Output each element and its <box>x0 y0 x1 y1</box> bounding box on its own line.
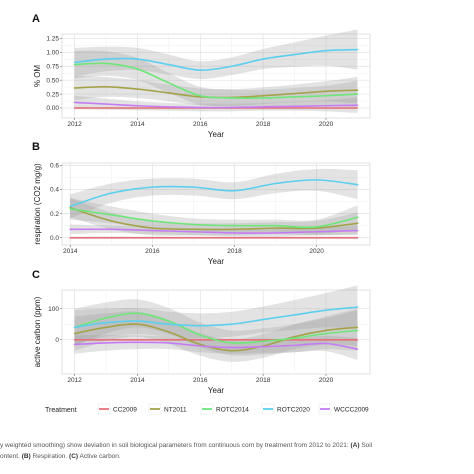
series-line-rotc2020 <box>73 48 359 71</box>
legend-item-rotc2014: ROTC2014 <box>200 403 249 415</box>
legend-label: ROTC2014 <box>216 407 249 414</box>
x-tick-label: 2020 <box>319 121 334 128</box>
legend: Treatment CC2009 NT2011 ROTC2014 ROTC2020 WC… <box>45 403 369 415</box>
caption-label-b: (B) <box>21 453 31 460</box>
legend-item-wccc2009: WCCC2009 <box>318 403 369 415</box>
confidence-band-rotc2020 <box>74 29 358 80</box>
panel-a-plot: 2012 2014 2016 2018 2020 0.00 0.25 0.50 0.75 1.00… <box>33 29 371 139</box>
x-tick-label: 2016 <box>193 377 208 384</box>
confidence-band-rotc2020 <box>70 168 358 219</box>
y-tick-label: 0.75 <box>46 63 59 70</box>
y-tick-label: 0.2 <box>50 211 59 218</box>
confidence-band-nt2011 <box>74 75 358 106</box>
panel-c-plot: 2012 2014 2016 2018 2020 0 100 Year active carbo… <box>33 285 371 395</box>
y-tick-label: 100 <box>48 306 59 313</box>
x-tick-label: 2014 <box>130 377 145 384</box>
caption-text: Respiration. <box>32 453 68 460</box>
legend-item-cc2009: CC2009 <box>97 403 137 415</box>
x-tick-label: 2014 <box>63 248 78 255</box>
series-line-rotc2014 <box>73 62 359 99</box>
series-line-wccc2009 <box>69 228 359 234</box>
legend-label: NT2011 <box>164 407 187 414</box>
caption-text: ontent. <box>0 453 20 460</box>
x-axis-title: Year <box>208 386 225 395</box>
x-tick-label: 2014 <box>130 121 145 128</box>
panel-letter-a: A <box>32 13 40 25</box>
legend-item-rotc2020: ROTC2020 <box>261 403 310 415</box>
series-line-rotc2020 <box>69 179 359 208</box>
y-tick-label: 0.50 <box>46 77 59 84</box>
caption-text: y weighted smoothing) show deviation in … <box>0 442 349 449</box>
y-tick-label: 0.25 <box>46 91 59 98</box>
y-tick-label: 0 <box>55 337 59 344</box>
x-tick-label: 2016 <box>145 248 160 255</box>
x-tick-label: 2012 <box>67 121 82 128</box>
panel-letter-c: C <box>32 269 40 281</box>
confidence-band-rotc2014 <box>74 50 358 108</box>
x-tick-label: 2020 <box>319 377 334 384</box>
caption-label-a: (A) <box>350 442 360 449</box>
series-line-wccc2009 <box>73 341 359 350</box>
y-axis-title: respiration (CO2 mg/g) <box>33 163 42 245</box>
x-tick-label: 2018 <box>256 377 271 384</box>
legend-label: CC2009 <box>113 407 137 414</box>
y-tick-label: 0.6 <box>50 163 59 170</box>
figure-caption-line-1: y weighted smoothing) show deviation in … <box>0 442 474 449</box>
legend-title: Treatment <box>45 407 77 414</box>
confidence-band-rotc2020 <box>74 285 358 345</box>
series-line-rotc2020 <box>73 306 359 329</box>
y-tick-label: 1.25 <box>46 36 59 43</box>
x-axis-title: Year <box>208 257 225 266</box>
panel-letter-b: B <box>32 141 40 153</box>
caption-text: Soil <box>361 442 373 449</box>
x-tick-label: 2012 <box>67 377 82 384</box>
y-axis-title: % OM <box>33 65 42 88</box>
x-tick-label: 2020 <box>309 248 324 255</box>
figure-caption-line-2: ontent. (B) Respiration. (C) Active carb… <box>0 453 474 460</box>
x-tick-label: 2016 <box>193 121 208 128</box>
confidence-band-rotc2014 <box>74 299 358 356</box>
series-line-nt2011 <box>69 206 359 231</box>
series-line-wccc2009 <box>73 101 359 109</box>
y-axis-title: active carbon (ppm) <box>33 296 42 367</box>
panel-b-plot: 2014 2016 2018 2020 0.0 0.2 0.4 0.6 Year respirat… <box>33 163 371 266</box>
legend-item-nt2011: NT2011 <box>148 403 187 415</box>
legend-label: ROTC2020 <box>277 407 310 414</box>
y-tick-label: 0.00 <box>46 105 59 112</box>
legend-label: WCCC2009 <box>334 407 369 414</box>
caption-text: Active carbon. <box>79 453 121 460</box>
y-tick-label: 0.0 <box>50 235 59 242</box>
x-tick-label: 2018 <box>227 248 242 255</box>
series-line-rotc2014 <box>69 208 359 229</box>
x-axis-title: Year <box>208 130 225 139</box>
y-tick-label: 1.00 <box>46 50 59 57</box>
y-tick-label: 0.4 <box>50 187 59 194</box>
caption-label-c: (C) <box>69 453 79 460</box>
series-line-rotc2014 <box>73 312 359 344</box>
confidence-band-rotc2014 <box>70 197 358 235</box>
series-line-nt2011 <box>73 323 359 352</box>
x-tick-label: 2018 <box>256 121 271 128</box>
